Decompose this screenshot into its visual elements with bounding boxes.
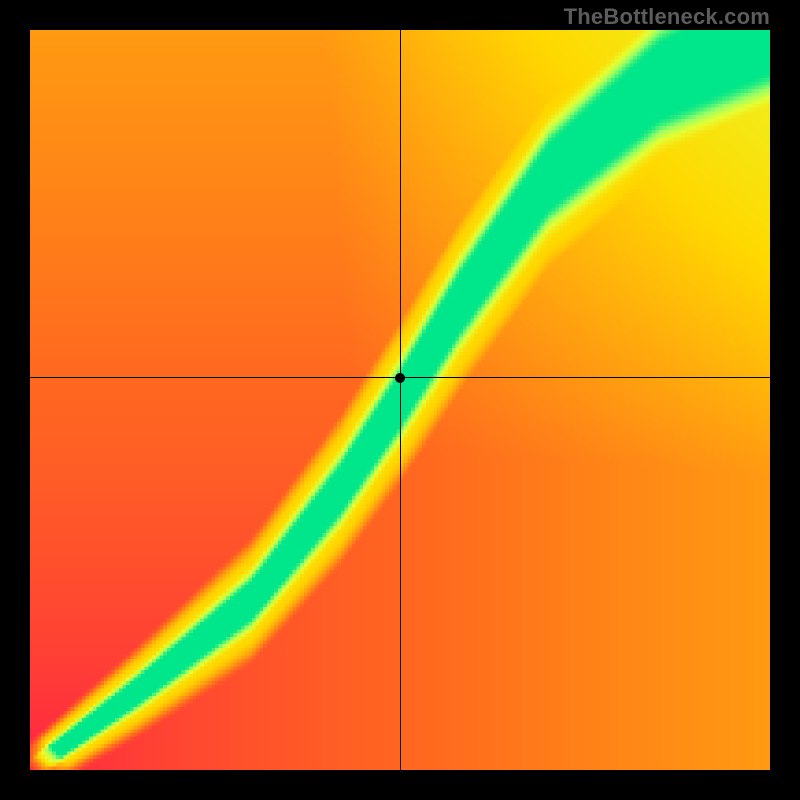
chart-root: TheBottleneck.com (0, 0, 800, 800)
watermark-text: TheBottleneck.com (564, 4, 770, 30)
bottleneck-heatmap (30, 30, 770, 770)
